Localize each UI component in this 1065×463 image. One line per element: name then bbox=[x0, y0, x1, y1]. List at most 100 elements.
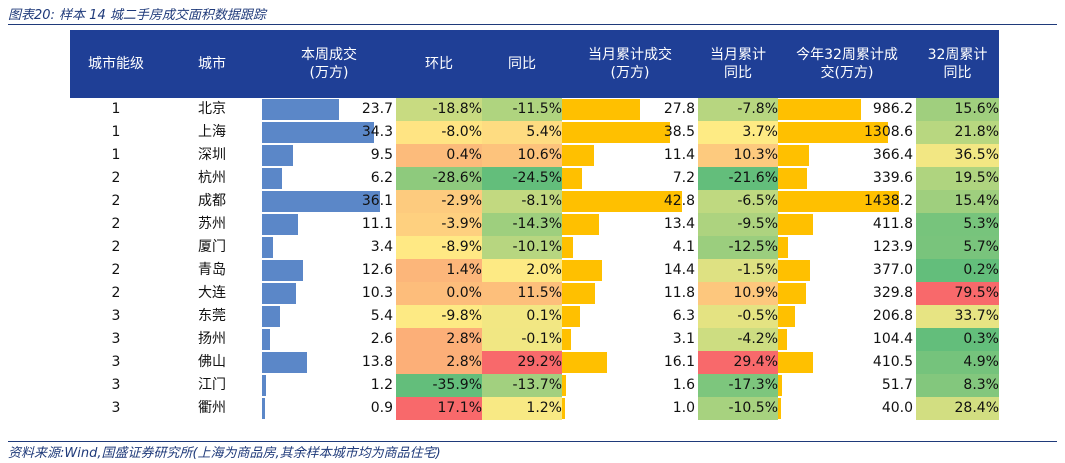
bar-value: 6.3 bbox=[672, 308, 695, 324]
table-body: 1 北京 23.7 -18.8% -11.5% 27.8 -7.8% 986.2 15.6% 1 上… bbox=[70, 98, 999, 420]
table-row: 2 成都 36.1 -2.9% -8.1% 42.8 -6.5% 1438.2 15.4% bbox=[70, 190, 999, 213]
data-bar bbox=[562, 283, 595, 304]
bar-value: 11.4 bbox=[663, 147, 695, 163]
city-name-cell: 上海 bbox=[198, 124, 226, 140]
data-bar bbox=[778, 237, 789, 258]
data-bar bbox=[778, 214, 813, 235]
bar-value: 36.1 bbox=[361, 193, 393, 209]
header-row: 城市能级 城市 本周成交 (万方) 环比 同比 当月累计成交 (万方) 当月累计 同比 今年3… bbox=[70, 30, 999, 98]
bar-value: 1.0 bbox=[672, 400, 695, 416]
bar-value: 411.8 bbox=[872, 216, 913, 232]
month_yoy-heat-cell: -1.5% bbox=[698, 259, 778, 282]
ytd-databar-cell: 366.4 bbox=[778, 144, 916, 167]
city-tier-cell: 1 bbox=[111, 124, 121, 140]
ytd-databar-cell: 104.4 bbox=[778, 328, 916, 351]
ytd-databar-cell: 329.8 bbox=[778, 282, 916, 305]
month_yoy-heat-cell: -10.5% bbox=[698, 397, 778, 420]
city-tier-cell: 2 bbox=[111, 239, 121, 255]
data-bar bbox=[262, 99, 340, 120]
week-databar-cell: 12.6 bbox=[262, 259, 396, 282]
week-databar-cell: 34.3 bbox=[262, 121, 396, 144]
yoy-heat-cell: 11.5% bbox=[482, 282, 562, 305]
wow-heat-cell: -18.8% bbox=[396, 98, 482, 121]
city-name-cell: 杭州 bbox=[198, 170, 226, 186]
bar-value: 1.2 bbox=[370, 377, 393, 393]
data-bar bbox=[778, 122, 889, 143]
city-tier-cell: 2 bbox=[111, 170, 121, 186]
column-header: 本周成交 (万方) bbox=[262, 30, 396, 98]
data-bar bbox=[262, 122, 375, 143]
data-bar bbox=[778, 329, 787, 350]
table-row: 2 杭州 6.2 -28.6% -24.5% 7.2 -21.6% 339.6 19.5% bbox=[70, 167, 999, 190]
data-bar bbox=[262, 260, 304, 281]
month_yoy-heat-cell: -17.3% bbox=[698, 374, 778, 397]
month-databar-cell: 1.0 bbox=[562, 397, 698, 420]
wow-heat-cell: -3.9% bbox=[396, 213, 482, 236]
ytd_yoy-heat-cell: 5.3% bbox=[916, 213, 999, 236]
city-name-cell: 青岛 bbox=[198, 262, 226, 278]
city-name-cell: 衢州 bbox=[198, 400, 226, 416]
yoy-heat-cell: 29.2% bbox=[482, 351, 562, 374]
data-bar bbox=[262, 398, 265, 419]
data-bar bbox=[778, 306, 796, 327]
month-databar-cell: 42.8 bbox=[562, 190, 698, 213]
data-bar bbox=[562, 329, 571, 350]
table-row: 1 北京 23.7 -18.8% -11.5% 27.8 -7.8% 986.2 15.6% bbox=[70, 98, 999, 121]
ytd_yoy-heat-cell: 19.5% bbox=[916, 167, 999, 190]
yoy-heat-cell: 5.4% bbox=[482, 121, 562, 144]
bar-value: 1438.2 bbox=[864, 193, 913, 209]
bar-value: 14.4 bbox=[663, 262, 695, 278]
data-bar bbox=[562, 306, 580, 327]
wow-heat-cell: 2.8% bbox=[396, 351, 482, 374]
month-databar-cell: 3.1 bbox=[562, 328, 698, 351]
ytd-databar-cell: 40.0 bbox=[778, 397, 916, 420]
data-bar bbox=[778, 352, 813, 373]
city-tier-cell: 2 bbox=[111, 262, 121, 278]
ytd-databar-cell: 339.6 bbox=[778, 167, 916, 190]
month-databar-cell: 6.3 bbox=[562, 305, 698, 328]
week-databar-cell: 3.4 bbox=[262, 236, 396, 259]
month_yoy-heat-cell: 10.3% bbox=[698, 144, 778, 167]
table-row: 1 深圳 9.5 0.4% 10.6% 11.4 10.3% 366.4 36.5% bbox=[70, 144, 999, 167]
column-header: 32周累计 同比 bbox=[916, 30, 999, 98]
month_yoy-heat-cell: -12.5% bbox=[698, 236, 778, 259]
table-row: 1 上海 34.3 -8.0% 5.4% 38.5 3.7% 1308.6 21.8% bbox=[70, 121, 999, 144]
bar-value: 12.6 bbox=[361, 262, 393, 278]
bar-value: 11.1 bbox=[361, 216, 393, 232]
bar-value: 34.3 bbox=[361, 124, 393, 140]
bar-value: 1.6 bbox=[672, 377, 695, 393]
data-bar bbox=[778, 375, 783, 396]
wow-heat-cell: 0.0% bbox=[396, 282, 482, 305]
month_yoy-heat-cell: 10.9% bbox=[698, 282, 778, 305]
wow-heat-cell: 17.1% bbox=[396, 397, 482, 420]
column-header: 环比 bbox=[396, 30, 482, 98]
bar-value: 366.4 bbox=[872, 147, 913, 163]
month_yoy-heat-cell: -7.8% bbox=[698, 98, 778, 121]
data-bar bbox=[562, 260, 603, 281]
table-row: 3 扬州 2.6 2.8% -0.1% 3.1 -4.2% 104.4 0.3% bbox=[70, 328, 999, 351]
caption-rule bbox=[8, 24, 1057, 25]
month_yoy-heat-cell: -21.6% bbox=[698, 167, 778, 190]
bar-value: 339.6 bbox=[872, 170, 913, 186]
ytd-databar-cell: 410.5 bbox=[778, 351, 916, 374]
yoy-heat-cell: -10.1% bbox=[482, 236, 562, 259]
source-footnote: 资料来源:Wind,国盛证券研究所(上海为商品房,其余样本城市均为商品住宅) bbox=[8, 441, 1057, 461]
wow-heat-cell: -8.9% bbox=[396, 236, 482, 259]
column-header: 同比 bbox=[482, 30, 562, 98]
ytd-databar-cell: 206.8 bbox=[778, 305, 916, 328]
bar-value: 7.2 bbox=[672, 170, 695, 186]
data-bar bbox=[778, 283, 806, 304]
city-tier-cell: 2 bbox=[111, 193, 121, 209]
month_yoy-heat-cell: -4.2% bbox=[698, 328, 778, 351]
month-databar-cell: 16.1 bbox=[562, 351, 698, 374]
ytd_yoy-heat-cell: 0.3% bbox=[916, 328, 999, 351]
ytd-databar-cell: 1308.6 bbox=[778, 121, 916, 144]
table-row: 2 厦门 3.4 -8.9% -10.1% 4.1 -12.5% 123.9 5.7% bbox=[70, 236, 999, 259]
city-tier-cell: 1 bbox=[111, 147, 121, 163]
bar-value: 6.2 bbox=[370, 170, 393, 186]
month-databar-cell: 1.6 bbox=[562, 374, 698, 397]
bar-value: 51.7 bbox=[881, 377, 913, 393]
city-tier-cell: 2 bbox=[111, 216, 121, 232]
ytd_yoy-heat-cell: 28.4% bbox=[916, 397, 999, 420]
wow-heat-cell: 1.4% bbox=[396, 259, 482, 282]
